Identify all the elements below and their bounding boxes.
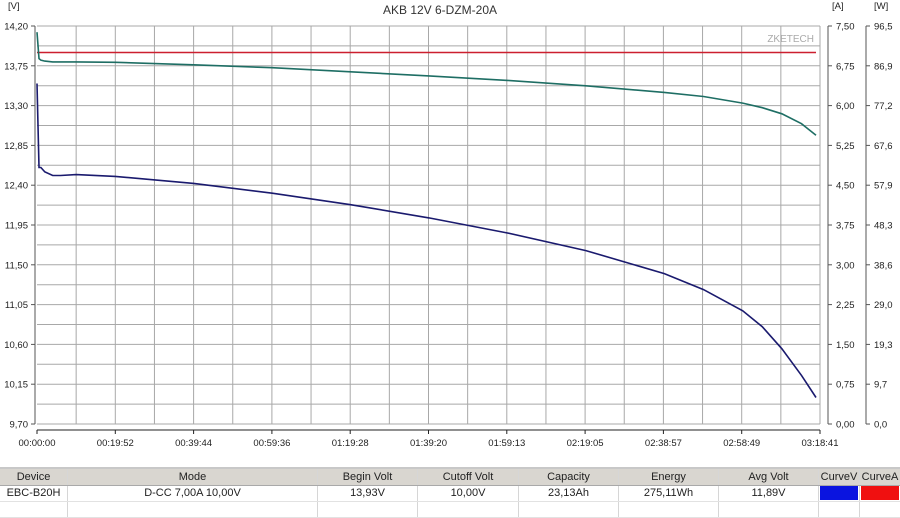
header-capacity[interactable]: Capacity xyxy=(519,469,619,485)
svg-text:29,0: 29,0 xyxy=(874,300,893,311)
curves xyxy=(36,32,817,398)
cell-curve-v-swatch[interactable] xyxy=(819,486,860,501)
header-curve-v[interactable]: CurveV xyxy=(819,469,860,485)
header-cutoff-volt[interactable]: Cutoff Volt xyxy=(418,469,519,485)
svg-text:00:19:52: 00:19:52 xyxy=(97,438,134,449)
svg-text:10,60: 10,60 xyxy=(4,340,28,351)
svg-text:02:19:05: 02:19:05 xyxy=(567,438,604,449)
curve-a-color-swatch[interactable] xyxy=(861,486,899,500)
curve-power xyxy=(36,32,817,136)
grid xyxy=(37,25,821,425)
cell-energy: 275,11Wh xyxy=(619,486,719,501)
svg-text:5,25: 5,25 xyxy=(836,141,855,152)
svg-text:86,9: 86,9 xyxy=(874,61,893,72)
cell-avg-volt: 11,89V xyxy=(719,486,819,501)
y-left-unit: [V] xyxy=(8,1,20,12)
svg-text:77,2: 77,2 xyxy=(874,101,893,112)
header-mode[interactable]: Mode xyxy=(68,469,318,485)
header-device[interactable]: Device xyxy=(0,469,68,485)
svg-text:00:00:00: 00:00:00 xyxy=(19,438,56,449)
svg-text:02:58:49: 02:58:49 xyxy=(723,438,760,449)
svg-text:02:38:57: 02:38:57 xyxy=(645,438,682,449)
svg-text:57,9: 57,9 xyxy=(874,181,893,192)
cell-device: EBC-B20H xyxy=(0,486,68,501)
empty-cell xyxy=(0,502,68,517)
svg-text:01:59:13: 01:59:13 xyxy=(488,438,525,449)
svg-text:11,50: 11,50 xyxy=(5,260,28,271)
svg-text:3,00: 3,00 xyxy=(836,260,855,271)
svg-text:9,70: 9,70 xyxy=(10,420,29,431)
svg-text:13,75: 13,75 xyxy=(4,61,28,72)
empty-cell xyxy=(519,502,619,517)
svg-text:0,75: 0,75 xyxy=(836,380,855,391)
watermark: ZKETECH xyxy=(767,34,814,45)
header-avg-volt[interactable]: Avg Volt xyxy=(719,469,819,485)
svg-text:03:18:41: 03:18:41 xyxy=(802,438,839,449)
svg-text:3,75: 3,75 xyxy=(836,221,855,232)
svg-text:11,95: 11,95 xyxy=(5,221,28,232)
svg-text:67,6: 67,6 xyxy=(874,141,893,152)
svg-text:48,3: 48,3 xyxy=(874,221,893,232)
y-right-power-unit: [W] xyxy=(874,1,888,12)
y-right-current-unit: [A] xyxy=(832,1,844,12)
empty-cell xyxy=(418,502,519,517)
empty-cell xyxy=(619,502,719,517)
empty-cell xyxy=(68,502,318,517)
summary-table: Device Mode Begin Volt Cutoff Volt Capac… xyxy=(0,467,900,518)
svg-text:12,40: 12,40 xyxy=(4,181,28,192)
table-row[interactable]: EBC-B20H D-CC 7,00A 10,00V 13,93V 10,00V… xyxy=(0,486,900,502)
svg-text:00:59:36: 00:59:36 xyxy=(253,438,290,449)
table-header: Device Mode Begin Volt Cutoff Volt Capac… xyxy=(0,469,900,486)
svg-text:7,50: 7,50 xyxy=(836,22,855,33)
svg-text:10,15: 10,15 xyxy=(4,380,28,391)
svg-text:1,50: 1,50 xyxy=(836,340,855,351)
svg-text:14,20: 14,20 xyxy=(4,22,28,33)
svg-text:12,85: 12,85 xyxy=(4,141,28,152)
svg-text:01:39:20: 01:39:20 xyxy=(410,438,447,449)
svg-text:0,0: 0,0 xyxy=(874,420,887,431)
table-row-empty xyxy=(0,502,900,518)
svg-text:13,30: 13,30 xyxy=(4,101,28,112)
svg-text:4,50: 4,50 xyxy=(836,181,855,192)
discharge-chart: AKB 12V 6-DZM-20A ZKETECH 14,20 13,75 13,3… xyxy=(4,1,892,450)
curve-voltage xyxy=(36,83,817,398)
cell-curve-a-swatch[interactable] xyxy=(860,486,900,501)
curve-v-color-swatch[interactable] xyxy=(820,486,858,500)
cell-cutoff-volt: 10,00V xyxy=(418,486,519,501)
chart-title: AKB 12V 6-DZM-20A xyxy=(383,3,497,17)
cell-mode: D-CC 7,00A 10,00V xyxy=(68,486,318,501)
svg-text:00:39:44: 00:39:44 xyxy=(175,438,212,449)
empty-cell xyxy=(318,502,418,517)
axes: 14,20 13,75 13,30 12,85 12,40 11,95 11,50 11,05… xyxy=(4,22,892,450)
header-energy[interactable]: Energy xyxy=(619,469,719,485)
svg-text:6,00: 6,00 xyxy=(836,101,855,112)
svg-text:01:19:28: 01:19:28 xyxy=(332,438,369,449)
svg-text:96,5: 96,5 xyxy=(874,22,893,33)
empty-cell xyxy=(719,502,819,517)
svg-text:0,00: 0,00 xyxy=(836,420,855,431)
svg-text:11,05: 11,05 xyxy=(5,300,28,311)
header-begin-volt[interactable]: Begin Volt xyxy=(318,469,418,485)
svg-text:6,75: 6,75 xyxy=(836,61,855,72)
svg-text:19,3: 19,3 xyxy=(874,340,893,351)
svg-text:38,6: 38,6 xyxy=(874,260,893,271)
cell-begin-volt: 13,93V xyxy=(318,486,418,501)
header-curve-a[interactable]: CurveA xyxy=(861,471,899,483)
svg-text:9,7: 9,7 xyxy=(874,380,887,391)
empty-cell xyxy=(819,502,860,517)
svg-text:2,25: 2,25 xyxy=(836,300,855,311)
cell-capacity: 23,13Ah xyxy=(519,486,619,501)
